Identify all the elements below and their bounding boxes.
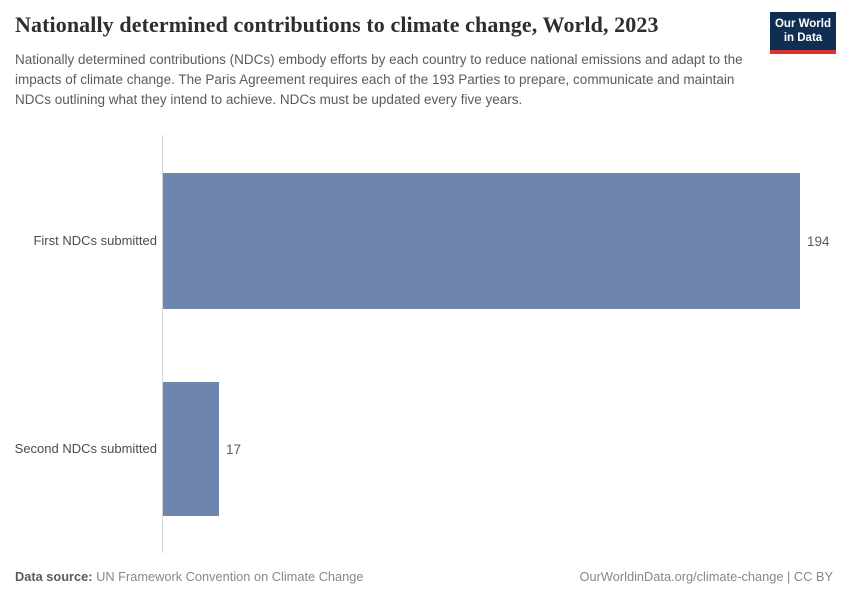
bar-value-label: 17 <box>226 441 242 457</box>
owid-logo-line1: Our World <box>774 17 831 30</box>
bar-second-ndcs[interactable] <box>163 382 219 516</box>
bar-row: 17 <box>163 382 241 516</box>
data-source-label: Data source: <box>15 569 93 584</box>
bar-value-label: 194 <box>807 233 830 249</box>
bar-row: 194 <box>163 173 830 309</box>
chart-subtitle: Nationally determined contributions (NDC… <box>15 52 743 107</box>
attribution-link[interactable]: OurWorldinData.org/climate-change | CC B… <box>579 569 833 584</box>
bar-category-label: First NDCs submitted <box>33 233 157 248</box>
y-axis-line <box>162 135 163 553</box>
data-source-value: UN Framework Convention on Climate Chang… <box>92 569 364 584</box>
bar-category-label: Second NDCs submitted <box>14 441 157 456</box>
owid-logo-line2: in Data <box>783 32 823 44</box>
data-source-note: Data source: UN Framework Convention on … <box>15 569 364 584</box>
bar-first-ndcs[interactable] <box>163 173 800 309</box>
owid-logo[interactable]: Our World in Data <box>770 12 836 54</box>
page-title: Nationally determined contributions to c… <box>15 12 659 37</box>
